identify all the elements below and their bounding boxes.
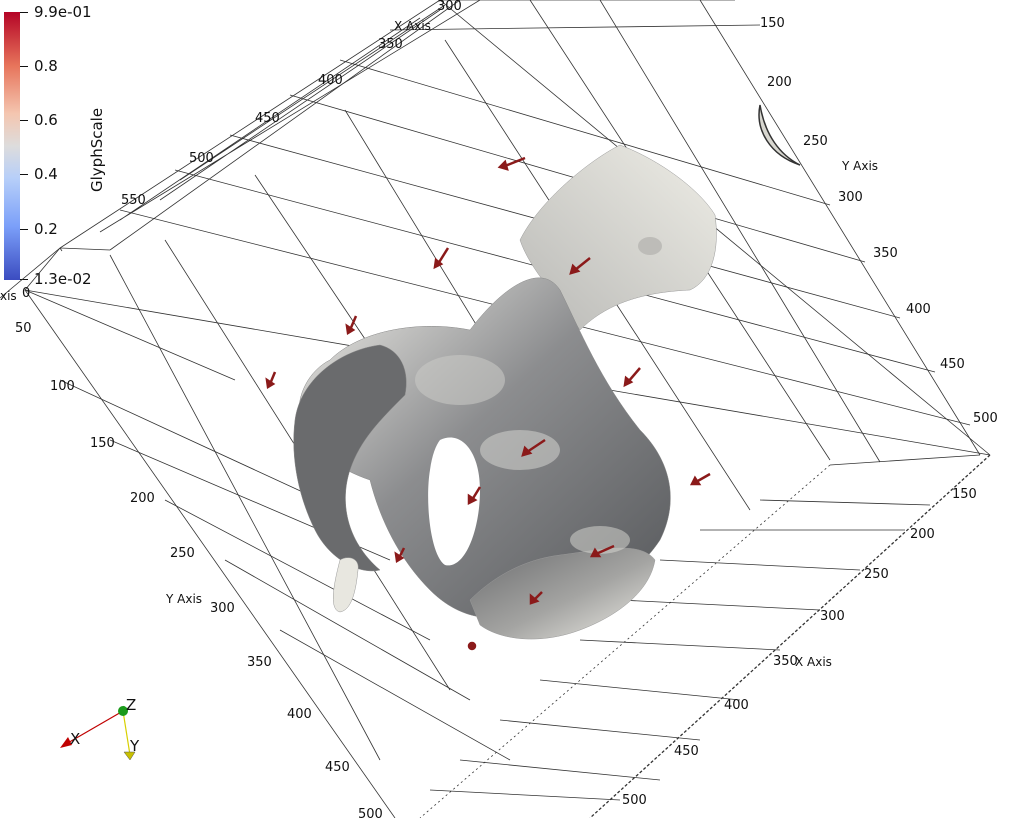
x-axis-title-top: X Axis	[394, 19, 431, 33]
glyph-arrows	[265, 156, 711, 651]
colorbar-label-min: 1.3e-02	[34, 270, 92, 288]
orientation-y-label: Y	[129, 737, 140, 755]
left-tick: 450	[325, 760, 350, 775]
y-right-tick: 500	[973, 411, 998, 426]
colorbar-label: 0.8	[34, 57, 58, 75]
isosurface	[293, 104, 801, 640]
bottom-right-tick: 450	[674, 744, 699, 759]
orientation-x-axis	[65, 710, 124, 745]
partial-axis-label: xis	[0, 289, 17, 303]
bottom-right-tick: 150	[952, 487, 977, 502]
x-top-tick: 300	[437, 0, 462, 14]
x-top-tick: 500	[189, 151, 214, 166]
y-right-tick: 350	[873, 246, 898, 261]
left-tick: 250	[170, 546, 195, 561]
left-tick: 350	[247, 655, 272, 670]
left-tick: 400	[287, 707, 312, 722]
colorbar-label: 0.4	[34, 165, 58, 183]
colorbar-tick	[20, 229, 28, 230]
orientation-y-arrow-icon	[123, 751, 136, 761]
bottom-right-tick: 500	[622, 793, 647, 808]
colorbar-tick	[20, 279, 28, 280]
bottom-right-tick: 200	[910, 527, 935, 542]
x-top-tick: 550	[121, 193, 146, 208]
colorbar-label: 0.2	[34, 220, 58, 238]
zero-tick: 0	[22, 286, 30, 301]
x-top-tick: 450	[255, 111, 280, 126]
bottom-right-tick: 350	[773, 654, 798, 669]
axis-ticks: 300 X Axis 350 400 450 500 550 150 200 2…	[0, 0, 998, 818]
x-top-tick: 350	[378, 37, 403, 52]
orientation-x-arrow-icon	[60, 737, 72, 748]
colorbar	[4, 12, 20, 280]
bottom-right-tick: 300	[820, 609, 845, 624]
x-axis-title-bottom: X Axis	[795, 655, 832, 669]
left-tick: 50	[15, 321, 32, 336]
orientation-axes-widget: X Y Z	[60, 696, 140, 761]
colorbar-tick	[20, 174, 28, 175]
y-right-tick: 200	[767, 75, 792, 90]
colorbar-tick	[20, 120, 28, 121]
y-right-tick: 450	[940, 357, 965, 372]
left-tick: 300	[210, 601, 235, 616]
orientation-z-arrow-icon	[118, 706, 128, 716]
colorbar-tick	[20, 12, 28, 13]
bottom-right-tick: 400	[724, 698, 749, 713]
colorbar-label: 0.6	[34, 111, 58, 129]
y-right-tick: 400	[906, 302, 931, 317]
orientation-x-label: X	[70, 730, 80, 748]
colorbar-tick	[20, 66, 28, 67]
left-tick: 100	[50, 379, 75, 394]
y-axis-title-left: Y Axis	[165, 592, 202, 606]
y-right-tick: 150	[760, 16, 785, 31]
x-top-tick: 400	[318, 73, 343, 88]
left-tick: 500	[358, 807, 383, 818]
bottom-right-tick: 250	[864, 567, 889, 582]
orientation-z-label: Z	[126, 696, 136, 714]
y-right-tick: 300	[838, 190, 863, 205]
left-tick: 150	[90, 436, 115, 451]
y-axis-title-right: Y Axis	[841, 159, 878, 173]
colorbar-label-max: 9.9e-01	[34, 3, 92, 21]
orientation-y-axis	[122, 710, 131, 756]
left-tick: 200	[130, 491, 155, 506]
y-right-tick: 250	[803, 134, 828, 149]
